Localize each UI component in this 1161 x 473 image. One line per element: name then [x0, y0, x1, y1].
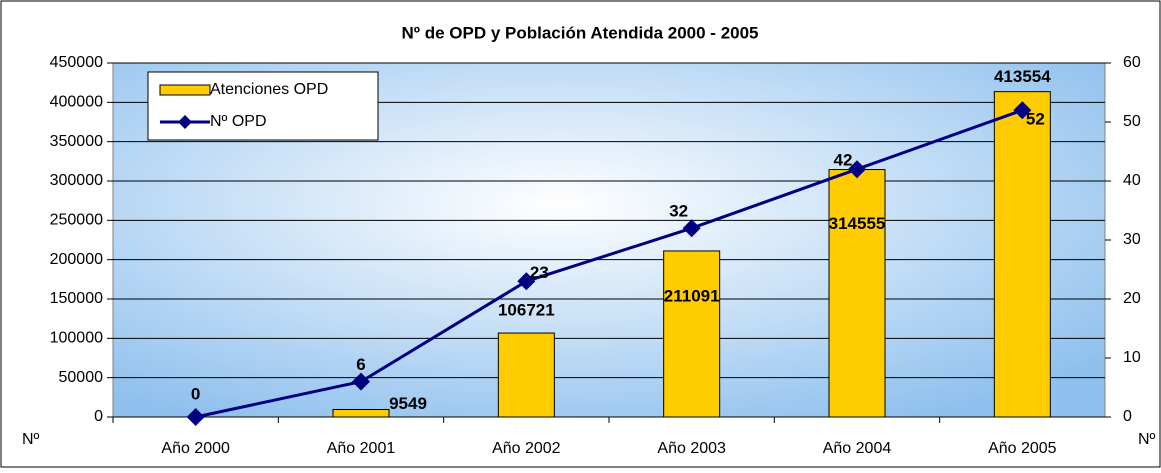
bar-value-label: 106721	[498, 301, 555, 320]
line-marker	[517, 272, 536, 291]
y2-tick-label: 20	[1123, 290, 1141, 307]
bar-value-label: 413554	[994, 67, 1051, 86]
x-tick-label: Año 2005	[988, 440, 1057, 457]
line-value-label: 52	[1026, 110, 1045, 129]
y2-tick-label: 60	[1123, 54, 1141, 71]
legend-label: Nº OPD	[210, 113, 267, 130]
legend-box	[147, 71, 379, 141]
line-marker	[682, 219, 701, 238]
y-tick-label: 0	[94, 408, 103, 425]
bar-value-label: 9549	[389, 394, 427, 413]
chart-title: Nº de OPD y Población Atendida 2000 - 20…	[401, 23, 758, 42]
y2-tick-label: 10	[1123, 349, 1141, 366]
y-axis-label: Nº	[22, 431, 40, 448]
y2-tick-label: 40	[1123, 172, 1141, 189]
x-tick-label: Año 2003	[657, 440, 726, 457]
line	[195, 108, 1023, 419]
y-tick-label: 250000	[50, 212, 103, 229]
legend-marker	[178, 115, 192, 129]
line-marker	[352, 372, 370, 391]
y-tick-label: 100000	[50, 330, 103, 347]
line-value-label: 23	[530, 263, 549, 282]
y-tick-label: 50000	[59, 369, 104, 386]
line-marker	[1013, 101, 1032, 120]
bar	[828, 169, 886, 418]
line-value-label: 6	[356, 355, 365, 374]
x-tick-label: Año 2004	[823, 440, 892, 457]
legend-label: Atenciones OPD	[210, 81, 328, 98]
x-tick-label: Año 2002	[492, 440, 561, 457]
line-value-label: 42	[834, 151, 853, 170]
bar	[497, 332, 555, 418]
y-tick-label: 400000	[50, 94, 103, 111]
y2-tick-label: 30	[1123, 231, 1141, 248]
line-marker	[186, 408, 205, 426]
x-tick-label: Año 2000	[161, 440, 230, 457]
y-tick-label: 300000	[50, 172, 103, 189]
line-marker	[848, 160, 866, 179]
y-tick-label: 350000	[50, 133, 103, 150]
bar-value-label: 314555	[829, 214, 886, 233]
y-tick-label: 450000	[50, 54, 103, 71]
bar	[663, 250, 721, 418]
x-tick-label: Año 2001	[327, 440, 396, 457]
y2-tick-label: 50	[1123, 113, 1141, 130]
y-tick-label: 200000	[50, 251, 103, 268]
bar	[332, 408, 390, 418]
legend-swatch	[159, 84, 211, 96]
bar	[993, 91, 1051, 418]
y2-axis-label: Nº	[1138, 431, 1156, 448]
y2-tick-label: 0	[1123, 408, 1132, 425]
line-value-label: 0	[191, 384, 200, 403]
y-tick-label: 150000	[50, 290, 103, 307]
bar-value-label: 211091	[664, 286, 720, 305]
line-value-label: 32	[669, 202, 688, 221]
